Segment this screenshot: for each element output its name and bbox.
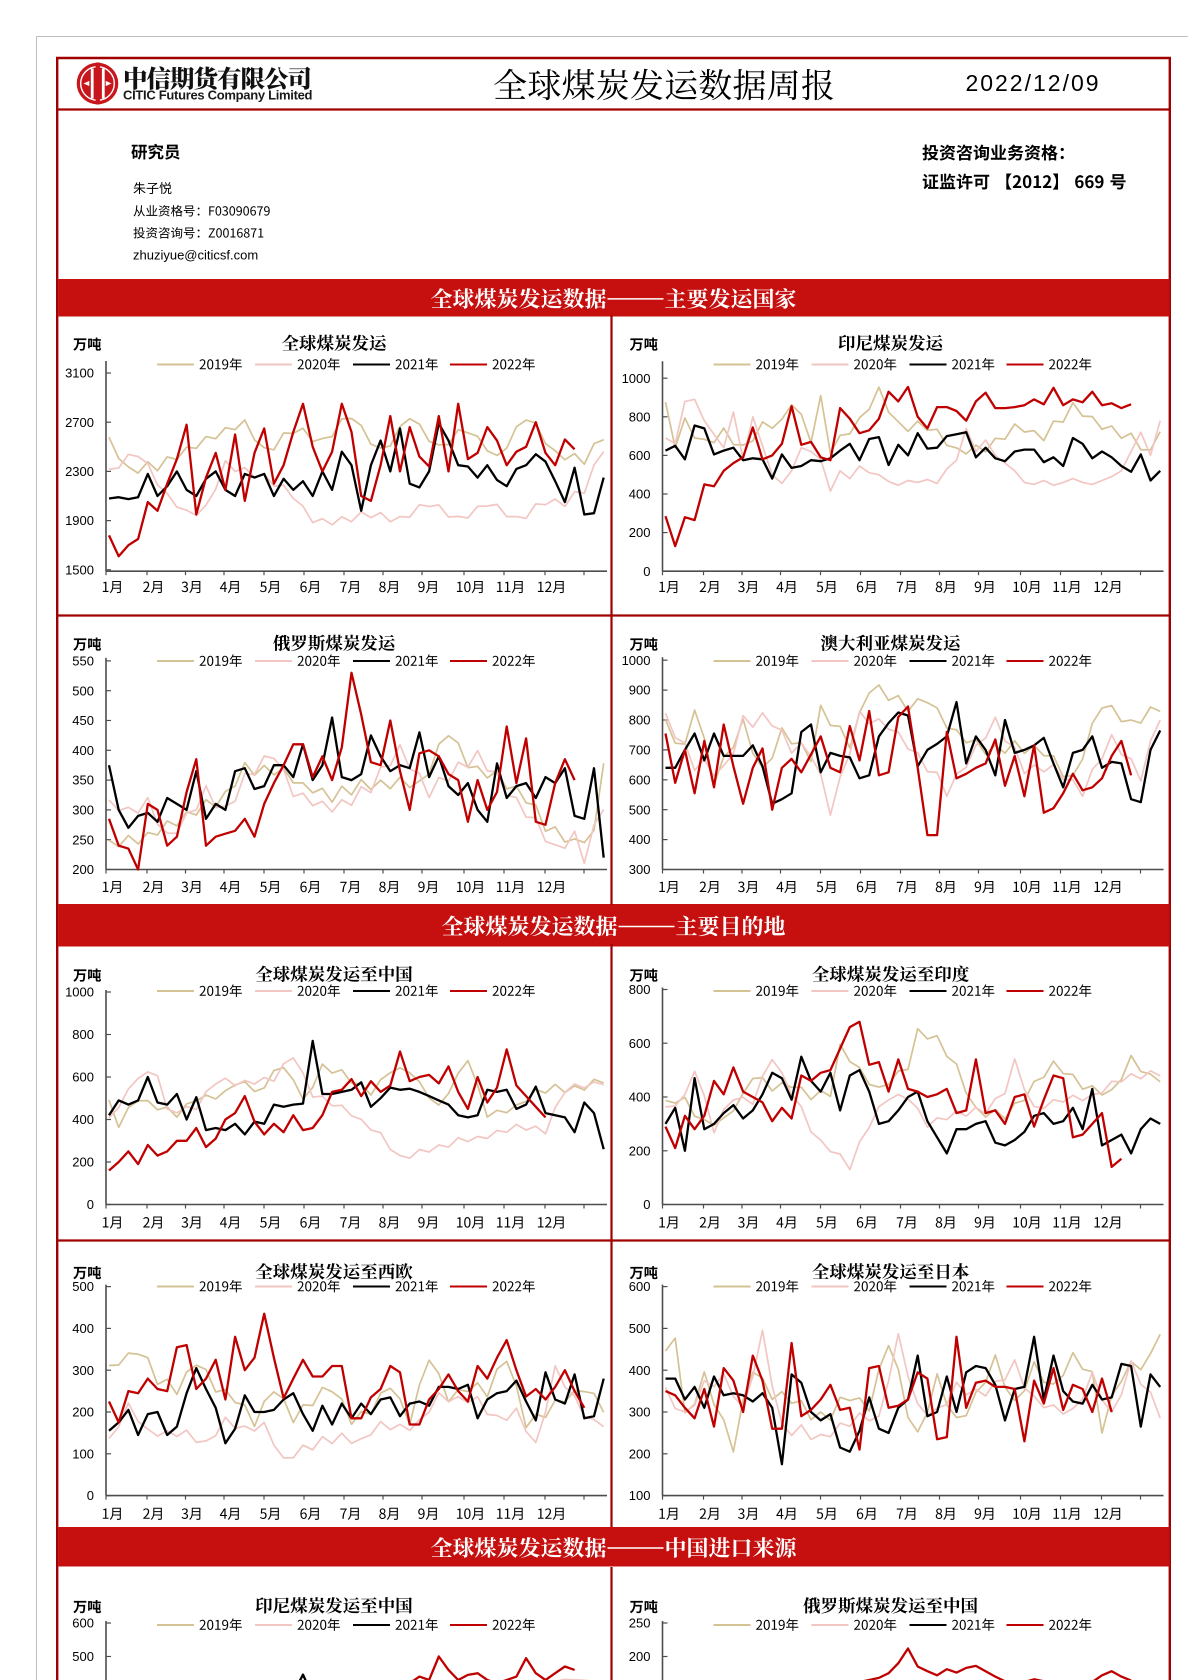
svg-text:600: 600 — [72, 1616, 94, 1631]
svg-text:400: 400 — [72, 1112, 94, 1127]
svg-text:800: 800 — [629, 713, 651, 728]
svg-text:800: 800 — [629, 409, 651, 424]
svg-text:200: 200 — [629, 1143, 651, 1158]
svg-text:0: 0 — [87, 1197, 94, 1212]
svg-text:2022/12/09: 2022/12/09 — [965, 70, 1100, 96]
svg-text:800: 800 — [72, 1027, 94, 1042]
svg-text:600: 600 — [629, 772, 651, 787]
svg-text:600: 600 — [629, 448, 651, 463]
svg-text:200: 200 — [629, 1446, 651, 1461]
svg-text:200: 200 — [72, 862, 94, 877]
svg-text:200: 200 — [629, 1649, 651, 1664]
svg-text:300: 300 — [72, 803, 94, 818]
svg-text:700: 700 — [629, 743, 651, 758]
svg-text:1000: 1000 — [65, 985, 94, 1000]
svg-text:600: 600 — [629, 1279, 651, 1294]
svg-text:900: 900 — [629, 683, 651, 698]
svg-text:zhuziyue@citicsf.com: zhuziyue@citicsf.com — [133, 248, 258, 263]
svg-text:2300: 2300 — [65, 464, 94, 479]
svg-text:1000: 1000 — [622, 371, 651, 386]
svg-text:300: 300 — [629, 862, 651, 877]
svg-text:550: 550 — [72, 654, 94, 669]
svg-text:400: 400 — [72, 743, 94, 758]
svg-text:500: 500 — [72, 683, 94, 698]
svg-text:600: 600 — [72, 1070, 94, 1085]
svg-text:400: 400 — [629, 1363, 651, 1378]
svg-text:1500: 1500 — [65, 562, 94, 577]
svg-text:0: 0 — [643, 564, 650, 579]
svg-text:500: 500 — [629, 1321, 651, 1336]
svg-text:250: 250 — [72, 832, 94, 847]
svg-text:0: 0 — [643, 1197, 650, 1212]
svg-text:200: 200 — [72, 1155, 94, 1170]
svg-text:400: 400 — [72, 1321, 94, 1336]
svg-text:3100: 3100 — [65, 366, 94, 381]
svg-text:500: 500 — [72, 1279, 94, 1294]
svg-text:CITIC Futures Company Limited: CITIC Futures Company Limited — [123, 88, 313, 103]
svg-text:400: 400 — [629, 832, 651, 847]
svg-text:600: 600 — [629, 1036, 651, 1051]
svg-text:1900: 1900 — [65, 513, 94, 528]
svg-text:400: 400 — [629, 487, 651, 502]
svg-text:200: 200 — [629, 525, 651, 540]
svg-text:200: 200 — [72, 1405, 94, 1420]
svg-text:2700: 2700 — [65, 415, 94, 430]
svg-text:250: 250 — [629, 1616, 651, 1631]
svg-text:1000: 1000 — [622, 653, 651, 668]
svg-text:100: 100 — [72, 1446, 94, 1461]
svg-text:800: 800 — [629, 982, 651, 997]
svg-text:500: 500 — [629, 802, 651, 817]
svg-text:450: 450 — [72, 713, 94, 728]
svg-text:0: 0 — [87, 1488, 94, 1503]
svg-text:100: 100 — [629, 1488, 651, 1503]
svg-text:300: 300 — [72, 1363, 94, 1378]
svg-text:500: 500 — [72, 1649, 94, 1664]
svg-text:300: 300 — [629, 1405, 651, 1420]
svg-text:350: 350 — [72, 773, 94, 788]
svg-text:400: 400 — [629, 1090, 651, 1105]
